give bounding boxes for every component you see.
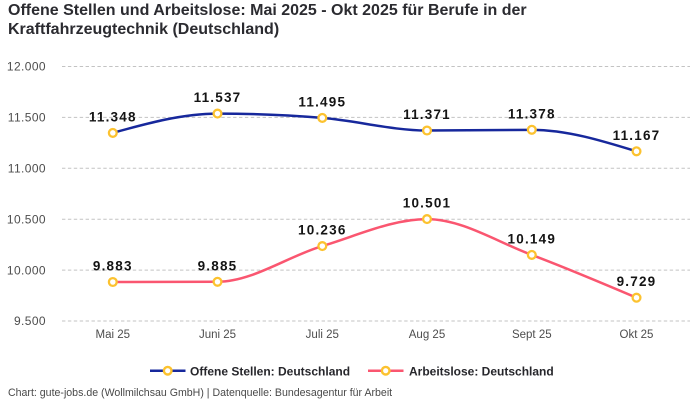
svg-text:Offene Stellen und Arbeitslose: Offene Stellen und Arbeitslose: Mai 2025… bbox=[8, 2, 527, 19]
svg-text:11.378: 11.378 bbox=[508, 106, 556, 121]
svg-text:10.149: 10.149 bbox=[508, 231, 557, 246]
svg-text:11.500: 11.500 bbox=[8, 111, 46, 125]
svg-text:11.348: 11.348 bbox=[89, 109, 137, 124]
svg-text:Offene Stellen: Deutschland: Offene Stellen: Deutschland bbox=[190, 365, 350, 379]
svg-text:11.000: 11.000 bbox=[8, 162, 46, 176]
svg-text:9.885: 9.885 bbox=[198, 258, 238, 273]
svg-text:10.500: 10.500 bbox=[7, 212, 46, 226]
svg-text:11.495: 11.495 bbox=[298, 94, 346, 109]
svg-text:9.729: 9.729 bbox=[617, 274, 657, 289]
svg-text:12.000: 12.000 bbox=[7, 60, 46, 74]
svg-text:Mai 25: Mai 25 bbox=[96, 329, 131, 341]
svg-text:Kraftfahrzeugtechnik (Deutschl: Kraftfahrzeugtechnik (Deutschland) bbox=[8, 21, 279, 38]
svg-text:Okt 25: Okt 25 bbox=[620, 329, 654, 341]
svg-text:9.500: 9.500 bbox=[14, 314, 46, 328]
svg-text:9.883: 9.883 bbox=[93, 259, 133, 274]
svg-text:Juli 25: Juli 25 bbox=[306, 329, 339, 341]
svg-text:Chart: gute-jobs.de (Wollmilch: Chart: gute-jobs.de (Wollmilchsau GmbH) … bbox=[8, 387, 392, 399]
svg-text:11.167: 11.167 bbox=[613, 128, 661, 143]
svg-text:10.236: 10.236 bbox=[298, 223, 347, 238]
svg-text:10.501: 10.501 bbox=[403, 196, 452, 211]
svg-text:Juni 25: Juni 25 bbox=[199, 329, 236, 341]
svg-text:Aug 25: Aug 25 bbox=[409, 329, 445, 341]
svg-text:10.000: 10.000 bbox=[7, 263, 46, 277]
svg-text:Sept 25: Sept 25 bbox=[512, 329, 552, 341]
svg-text:11.371: 11.371 bbox=[403, 107, 451, 122]
svg-text:Arbeitslose: Deutschland: Arbeitslose: Deutschland bbox=[409, 365, 554, 379]
svg-text:11.537: 11.537 bbox=[194, 90, 242, 105]
